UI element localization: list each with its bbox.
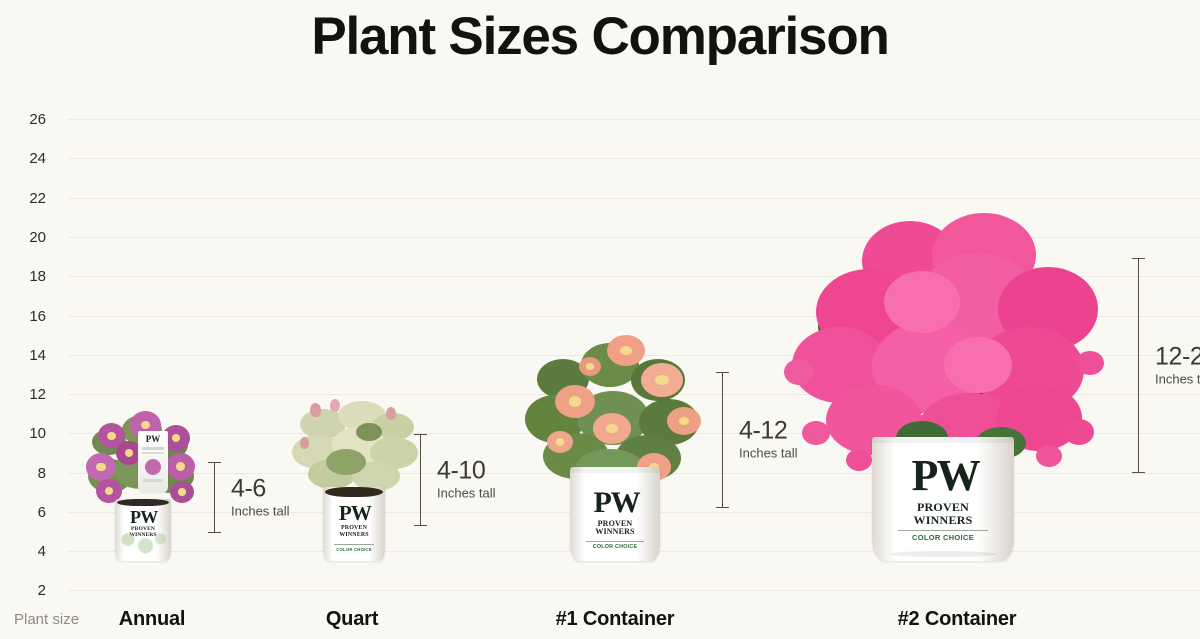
gridline [68,237,1200,238]
plot-area: 26 24 22 20 18 16 14 12 10 8 6 4 2 [29,111,1200,599]
y-axis-tick: 24 [29,150,46,167]
gridline [68,158,1200,159]
y-axis-tick: 6 [37,504,46,521]
plant-container-2: PW PROVEN WINNERS COLOR CHOICE [778,209,1108,561]
plant-container-2-image: PW PROVEN WINNERS COLOR CHOICE [778,209,1108,561]
measure-unit: Inches tall [231,503,290,519]
plant-annual: PW PW PROVEN WINNERS [78,401,208,561]
measure-unit: Inches tall [437,485,496,501]
plant-annual-image: PW PW PROVEN WINNERS [78,401,208,561]
y-axis-tick: 2 [37,582,46,599]
x-axis-label-quart: Quart [325,608,379,630]
y-axis-tick: 14 [29,347,46,364]
gridline [68,119,1200,120]
y-axis-tick: 18 [29,268,46,285]
pot-badge: COLOR CHOICE [897,530,989,542]
gridline [68,276,1200,277]
x-axis-label-container-1: #1 Container [555,608,675,630]
pot-badge: COLOR CHOICE [586,540,644,550]
measure-range: 12-24 [1155,342,1200,371]
y-axis-tick: 4 [37,543,46,560]
plant-quart: PW PROVEN WINNERS COLOR CHOICE [286,393,422,561]
measure-range: 4-6 [231,474,266,503]
pot-badge: COLOR CHOICE [334,544,374,552]
x-axis-label-container-2: #2 Container [897,608,1017,630]
measure-range: 4-12 [739,416,788,445]
nursery-pot: PW PROVEN WINNERS [115,499,171,561]
pot-brand-line1: PROVEN [131,525,155,532]
pot-brand-line1: PROVEN [597,518,633,528]
nursery-pot: PW PROVEN WINNERS COLOR CHOICE [570,467,660,561]
y-axis-tick: 8 [37,465,46,482]
gridline [68,316,1200,317]
measure-range: 4-10 [437,456,486,485]
plant-container-1: PW PROVEN WINNERS COLOR CHOICE [519,329,711,561]
plant-quart-image: PW PROVEN WINNERS COLOR CHOICE [286,393,422,561]
page-title: Plant Sizes Comparison [311,7,890,66]
axis-caption: Plant size [14,611,80,628]
pot-brand-line2: WINNERS [339,531,369,538]
y-axis-tick: 12 [29,386,46,403]
measure-unit: Inches tall [739,445,798,461]
y-axis-tick: 20 [29,229,46,246]
y-axis-tick: 16 [29,308,46,325]
y-axis-tick: 26 [29,111,46,128]
plant-container-1-image: PW PROVEN WINNERS COLOR CHOICE [519,329,711,561]
pot-brand-line1: PROVEN [916,500,970,515]
gridline [68,198,1200,199]
nursery-pot: PW PROVEN WINNERS COLOR CHOICE [323,487,385,561]
measure-unit: Inches tall [1155,371,1200,387]
pot-brand-line2: WINNERS [595,527,635,537]
nursery-pot: PW PROVEN WINNERS COLOR CHOICE [872,437,1014,561]
pot-brand-line2: WINNERS [913,513,973,528]
gridline [68,590,1200,591]
x-axis: Plant size Annual Quart #1 Container #2 … [0,600,1200,639]
gridline [68,394,1200,395]
y-axis-tick: 22 [29,190,46,207]
pot-brand-line1: PROVEN [340,525,368,532]
x-axis-label-annual: Annual [118,608,186,630]
y-axis-tick: 10 [29,425,46,442]
plant-tag: PW [138,431,168,493]
